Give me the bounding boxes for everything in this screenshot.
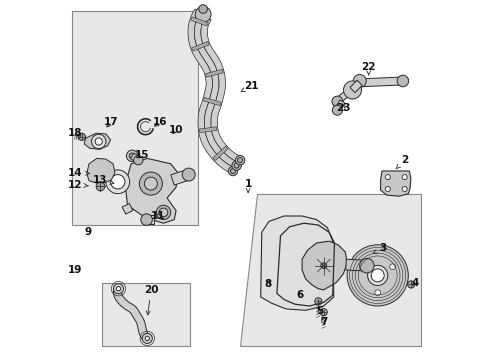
Circle shape (314, 298, 321, 305)
Text: 10: 10 (168, 125, 183, 135)
Circle shape (78, 133, 85, 140)
Polygon shape (199, 127, 217, 132)
Text: 16: 16 (152, 117, 167, 127)
Polygon shape (334, 100, 344, 111)
Circle shape (116, 287, 121, 291)
Polygon shape (201, 16, 242, 163)
Polygon shape (335, 89, 350, 103)
Circle shape (144, 177, 157, 190)
Text: 3: 3 (372, 243, 386, 253)
Text: 6: 6 (296, 290, 304, 300)
Circle shape (182, 168, 195, 181)
Text: 23: 23 (336, 103, 350, 113)
Polygon shape (87, 158, 115, 184)
Circle shape (385, 186, 389, 192)
Bar (102, 283, 189, 346)
Circle shape (91, 134, 106, 149)
Circle shape (346, 245, 407, 306)
Circle shape (231, 161, 241, 170)
Circle shape (126, 150, 138, 162)
Circle shape (228, 166, 237, 176)
Text: 11: 11 (150, 211, 165, 221)
Text: 1: 1 (244, 179, 251, 192)
Circle shape (195, 6, 211, 22)
Text: 12: 12 (68, 180, 88, 190)
Text: 18: 18 (68, 128, 82, 138)
Text: 9: 9 (84, 227, 91, 237)
Polygon shape (212, 146, 227, 161)
Text: 22: 22 (361, 62, 375, 75)
Circle shape (320, 263, 326, 269)
Polygon shape (380, 171, 410, 196)
Text: 8: 8 (264, 279, 271, 289)
Circle shape (95, 138, 102, 145)
Circle shape (106, 170, 129, 194)
Circle shape (385, 175, 389, 180)
Circle shape (159, 208, 167, 217)
Circle shape (235, 156, 244, 165)
Circle shape (156, 205, 170, 220)
Text: 15: 15 (134, 150, 149, 160)
Polygon shape (190, 17, 208, 26)
Text: 19: 19 (68, 265, 82, 275)
Polygon shape (205, 69, 223, 77)
Circle shape (331, 96, 342, 107)
Circle shape (230, 168, 235, 174)
Circle shape (237, 158, 242, 163)
Text: 5: 5 (316, 306, 323, 316)
Polygon shape (260, 216, 333, 310)
Text: 4: 4 (411, 278, 418, 288)
Polygon shape (239, 194, 420, 346)
Text: 7: 7 (319, 317, 327, 327)
Polygon shape (349, 80, 362, 93)
Circle shape (320, 309, 326, 316)
Text: 17: 17 (104, 117, 119, 127)
Polygon shape (125, 158, 178, 223)
Polygon shape (122, 203, 133, 214)
Circle shape (396, 75, 408, 87)
Text: 20: 20 (143, 285, 158, 315)
Circle shape (133, 156, 142, 165)
Polygon shape (203, 98, 221, 106)
Circle shape (359, 264, 365, 270)
Circle shape (401, 186, 407, 192)
Circle shape (139, 172, 162, 195)
Polygon shape (147, 215, 153, 224)
Text: 21: 21 (241, 81, 259, 91)
Circle shape (407, 281, 414, 288)
Polygon shape (187, 9, 234, 174)
Circle shape (129, 153, 135, 159)
Polygon shape (170, 170, 190, 185)
Circle shape (142, 333, 152, 343)
Circle shape (145, 336, 149, 341)
Polygon shape (84, 133, 110, 149)
Polygon shape (359, 77, 402, 87)
Text: 2: 2 (395, 155, 407, 169)
Polygon shape (113, 287, 149, 342)
Circle shape (199, 5, 207, 13)
Circle shape (370, 269, 384, 282)
Circle shape (110, 175, 125, 189)
Text: 14: 14 (68, 168, 89, 178)
Circle shape (141, 214, 152, 225)
Circle shape (401, 175, 407, 180)
Circle shape (96, 182, 104, 191)
Circle shape (343, 81, 361, 99)
Polygon shape (130, 153, 140, 163)
Bar (72, 11, 197, 225)
Circle shape (352, 75, 366, 87)
Polygon shape (345, 259, 366, 271)
Circle shape (234, 163, 239, 168)
Text: 13: 13 (93, 175, 114, 185)
Circle shape (374, 290, 380, 296)
Polygon shape (302, 241, 346, 290)
Circle shape (367, 265, 387, 285)
Circle shape (359, 258, 373, 273)
Circle shape (332, 105, 342, 115)
Polygon shape (191, 42, 209, 51)
Circle shape (389, 264, 395, 270)
Polygon shape (194, 13, 238, 168)
Circle shape (113, 284, 123, 294)
